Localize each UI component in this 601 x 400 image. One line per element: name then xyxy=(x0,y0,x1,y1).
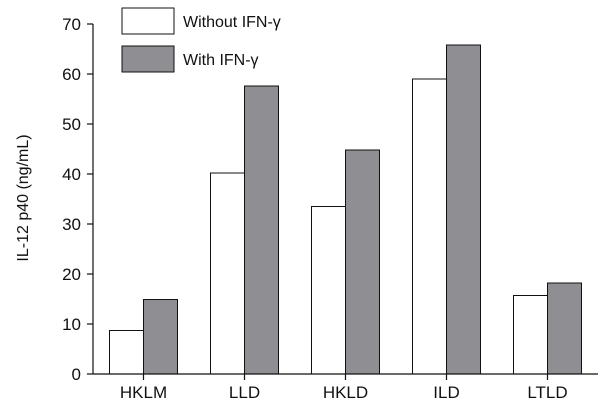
y-axis: 0 10 20 30 40 50 60 70 xyxy=(62,15,94,384)
legend-swatch-series-1 xyxy=(121,7,175,35)
legend-label-series-1: Without IFN-γ xyxy=(183,14,281,31)
x-axis: HKLM LLD HKLD ILD LTLD xyxy=(93,373,598,400)
plot-area xyxy=(109,44,582,375)
bar-ild-series-1 xyxy=(412,78,447,375)
bar-hkld-series-1 xyxy=(311,206,346,375)
x-tick-label: HKLD xyxy=(323,383,368,400)
y-tick-label: 10 xyxy=(62,315,81,334)
bar-ltld-series-1 xyxy=(513,295,548,375)
x-tick-label: ILD xyxy=(433,383,459,400)
bar-ild-series-2 xyxy=(446,44,481,375)
y-tick-label: 40 xyxy=(62,165,81,184)
bar-lld-series-2 xyxy=(244,85,279,375)
y-tick-label: 60 xyxy=(62,65,81,84)
legend-label-series-2: With IFN-γ xyxy=(183,52,259,69)
y-tick-label: 0 xyxy=(72,365,81,384)
bar-hklm-series-2 xyxy=(143,299,178,375)
bar-lld-series-1 xyxy=(210,172,245,375)
bar-hklm-series-1 xyxy=(109,330,144,375)
bar-ltld-series-2 xyxy=(547,282,582,375)
legend-swatch-series-2 xyxy=(121,45,175,73)
bar-hkld-series-2 xyxy=(345,149,380,375)
y-axis-label: IL-12 p40 (ng/mL) xyxy=(15,134,32,261)
x-tick-label: LTLD xyxy=(527,383,567,400)
y-tick-label: 70 xyxy=(62,15,81,34)
y-tick-label: 20 xyxy=(62,265,81,284)
x-tick-label: HKLM xyxy=(120,383,167,400)
y-tick-label: 30 xyxy=(62,215,81,234)
x-tick-label: LLD xyxy=(229,383,260,400)
legend: Without IFN-γ With IFN-γ xyxy=(121,7,281,73)
y-tick-label: 50 xyxy=(62,115,81,134)
